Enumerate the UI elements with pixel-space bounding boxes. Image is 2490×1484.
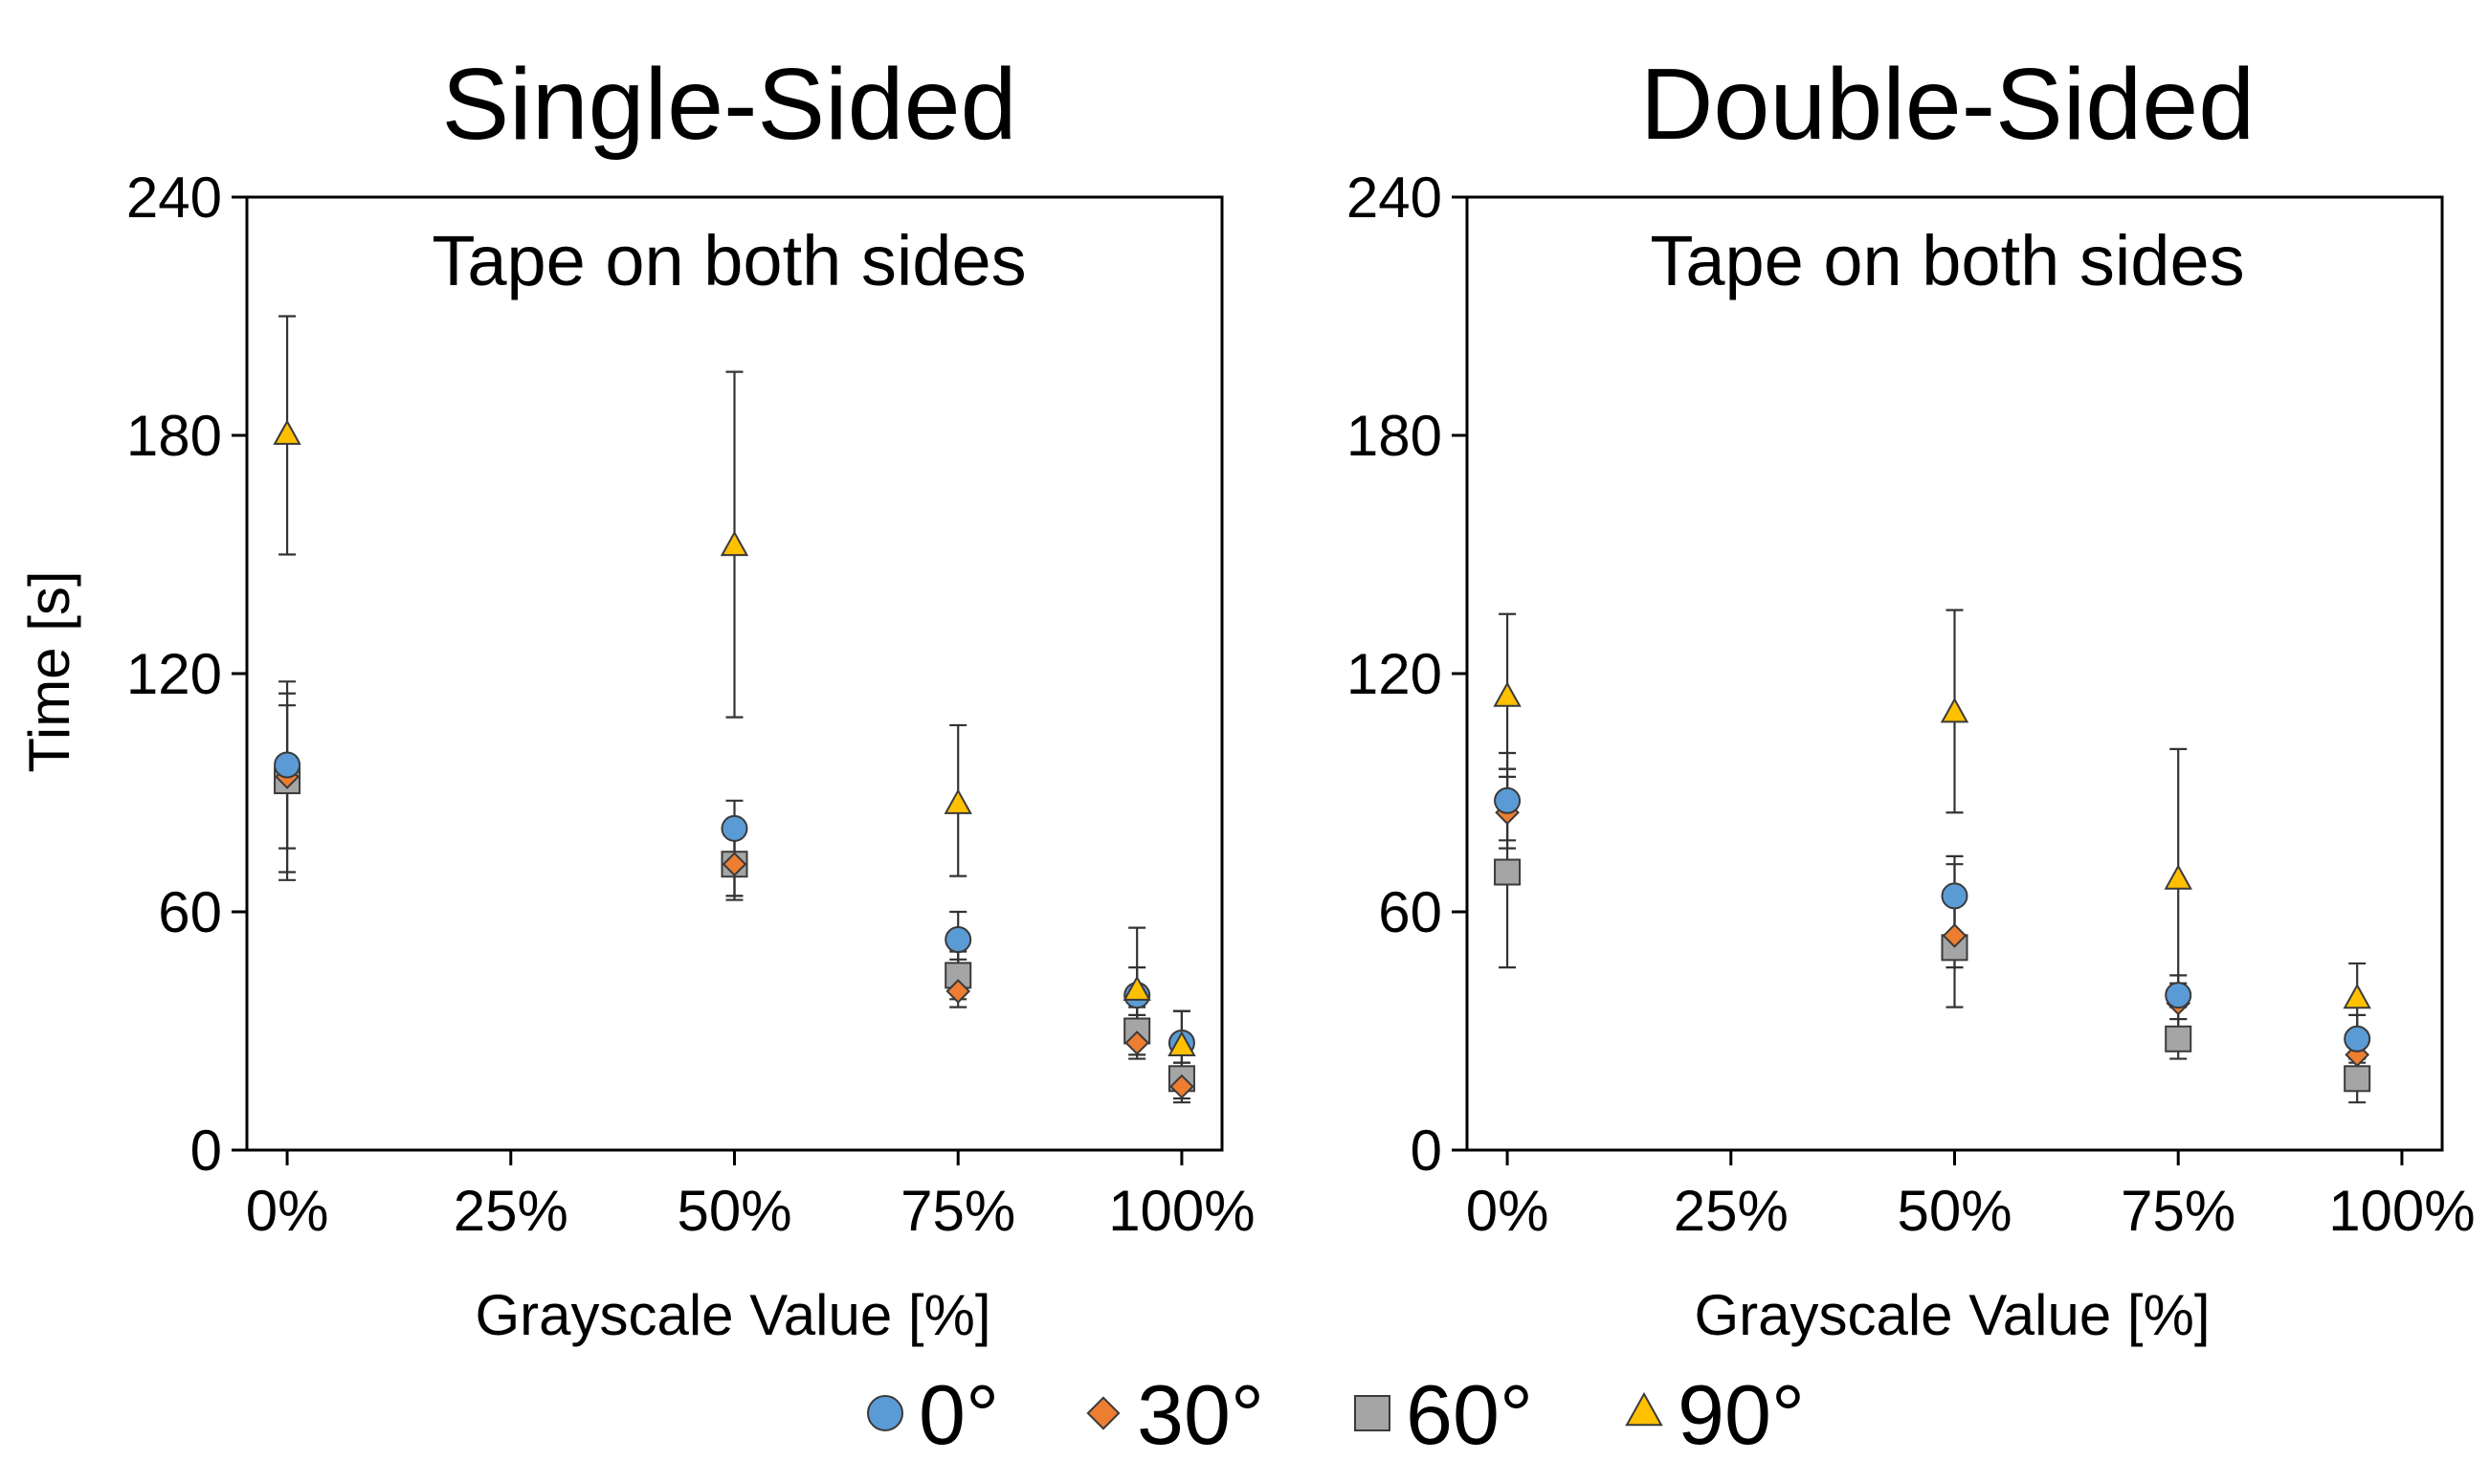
legend-label-60: 60° bbox=[1406, 1367, 1533, 1462]
data-point-0 bbox=[274, 751, 301, 779]
panel-single-sided: Single-Sided Tape on both sides Grayscal… bbox=[126, 48, 1256, 1347]
x-tick-label: 75% bbox=[2121, 1179, 2235, 1243]
legend-marker-30 bbox=[1086, 1396, 1121, 1430]
legend: 0° 30° 60° 90° bbox=[867, 1367, 1805, 1462]
data-point-0 bbox=[2165, 982, 2192, 1009]
y-tick-label: 180 bbox=[126, 404, 222, 468]
legend-marker-60 bbox=[1354, 1395, 1390, 1431]
x-tick-label: 25% bbox=[454, 1179, 568, 1243]
panel-title: Single-Sided bbox=[441, 48, 1016, 161]
x-tick-label: 25% bbox=[1674, 1179, 1789, 1243]
y-tick-label: 240 bbox=[1346, 166, 1442, 230]
y-tick-label: 60 bbox=[158, 880, 222, 944]
data-point-60 bbox=[2165, 1025, 2192, 1052]
data-point-30 bbox=[722, 852, 747, 877]
x-tick-label: 0% bbox=[246, 1179, 329, 1243]
data-point-0 bbox=[1494, 786, 1522, 814]
panel-annotation: Tape on both sides bbox=[1650, 221, 2244, 300]
data-point-90 bbox=[2343, 983, 2371, 1009]
panel-annotation: Tape on both sides bbox=[432, 221, 1026, 300]
x-tick-label: 100% bbox=[1108, 1179, 1255, 1243]
x-tick-label: 100% bbox=[2328, 1179, 2475, 1243]
y-tick-label: 180 bbox=[1346, 404, 1442, 468]
x-tick-label: 0% bbox=[1466, 1179, 1549, 1243]
y-tick-label: 240 bbox=[126, 166, 222, 230]
data-point-0 bbox=[2344, 1025, 2371, 1052]
x-tick-label: 50% bbox=[1897, 1179, 2012, 1243]
data-point-0 bbox=[945, 926, 972, 954]
data-point-30 bbox=[945, 979, 971, 1004]
y-tick-label: 120 bbox=[126, 642, 222, 706]
x-axis-label: Grayscale Value [%] bbox=[475, 1283, 990, 1347]
data-point-0 bbox=[1941, 882, 1968, 910]
panel-double-sided: Double-Sided Tape on both sides Grayscal… bbox=[1346, 48, 2476, 1347]
data-point-90 bbox=[1167, 1030, 1196, 1056]
data-point-30 bbox=[1169, 1074, 1194, 1099]
data-point-90 bbox=[720, 530, 749, 557]
data-point-90 bbox=[273, 419, 301, 445]
x-axis-label: Grayscale Value [%] bbox=[1694, 1283, 2210, 1347]
data-point-90 bbox=[1940, 697, 1969, 723]
y-tick-label: 60 bbox=[1378, 880, 1442, 944]
legend-label-90: 90° bbox=[1678, 1367, 1805, 1462]
x-tick-label: 50% bbox=[677, 1179, 791, 1243]
data-point-90 bbox=[944, 788, 972, 814]
panel-title: Double-Sided bbox=[1640, 48, 2255, 161]
data-point-90 bbox=[1123, 975, 1151, 1001]
legend-marker-90 bbox=[1625, 1391, 1663, 1427]
legend-marker-0 bbox=[867, 1395, 903, 1431]
data-point-30 bbox=[2345, 1042, 2370, 1068]
y-tick-label: 0 bbox=[190, 1119, 222, 1183]
y-axis-label: Time [s] bbox=[17, 570, 81, 772]
x-tick-label: 75% bbox=[900, 1179, 1015, 1243]
data-point-60 bbox=[1494, 858, 1522, 886]
legend-label-30: 30° bbox=[1137, 1367, 1264, 1462]
data-point-60 bbox=[2344, 1065, 2371, 1093]
data-point-30 bbox=[1124, 1030, 1150, 1055]
data-point-90 bbox=[2164, 864, 2192, 890]
data-point-90 bbox=[1493, 681, 1522, 707]
y-tick-label: 0 bbox=[1411, 1119, 1442, 1183]
data-point-30 bbox=[1942, 923, 1968, 948]
legend-label-0: 0° bbox=[919, 1367, 999, 1462]
data-point-0 bbox=[721, 814, 748, 842]
y-tick-label: 120 bbox=[1346, 642, 1442, 706]
